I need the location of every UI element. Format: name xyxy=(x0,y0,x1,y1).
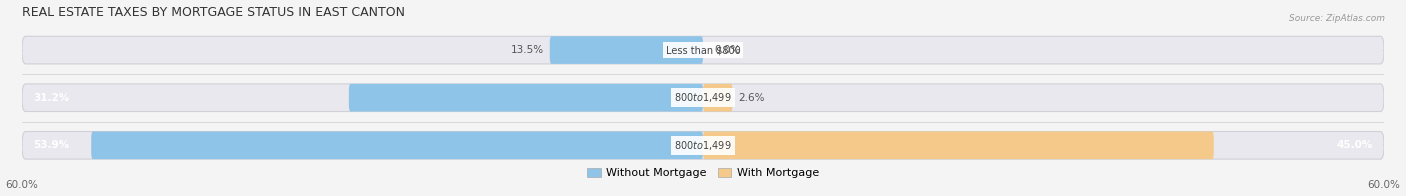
Text: 2.6%: 2.6% xyxy=(738,93,765,103)
Text: 13.5%: 13.5% xyxy=(510,45,544,55)
Text: Source: ZipAtlas.com: Source: ZipAtlas.com xyxy=(1289,14,1385,23)
Text: 0.0%: 0.0% xyxy=(714,45,741,55)
Text: Less than $800: Less than $800 xyxy=(665,45,741,55)
Legend: Without Mortgage, With Mortgage: Without Mortgage, With Mortgage xyxy=(582,164,824,183)
Text: 53.9%: 53.9% xyxy=(34,140,69,150)
Text: 31.2%: 31.2% xyxy=(34,93,69,103)
Text: $800 to $1,499: $800 to $1,499 xyxy=(675,139,731,152)
FancyBboxPatch shape xyxy=(22,132,1384,159)
Text: $800 to $1,499: $800 to $1,499 xyxy=(675,91,731,104)
FancyBboxPatch shape xyxy=(703,132,1213,159)
Text: 45.0%: 45.0% xyxy=(1336,140,1372,150)
FancyBboxPatch shape xyxy=(22,84,1384,112)
FancyBboxPatch shape xyxy=(91,132,703,159)
FancyBboxPatch shape xyxy=(550,36,703,64)
FancyBboxPatch shape xyxy=(349,84,703,112)
FancyBboxPatch shape xyxy=(22,36,1384,64)
FancyBboxPatch shape xyxy=(703,84,733,112)
Text: REAL ESTATE TAXES BY MORTGAGE STATUS IN EAST CANTON: REAL ESTATE TAXES BY MORTGAGE STATUS IN … xyxy=(22,5,405,19)
